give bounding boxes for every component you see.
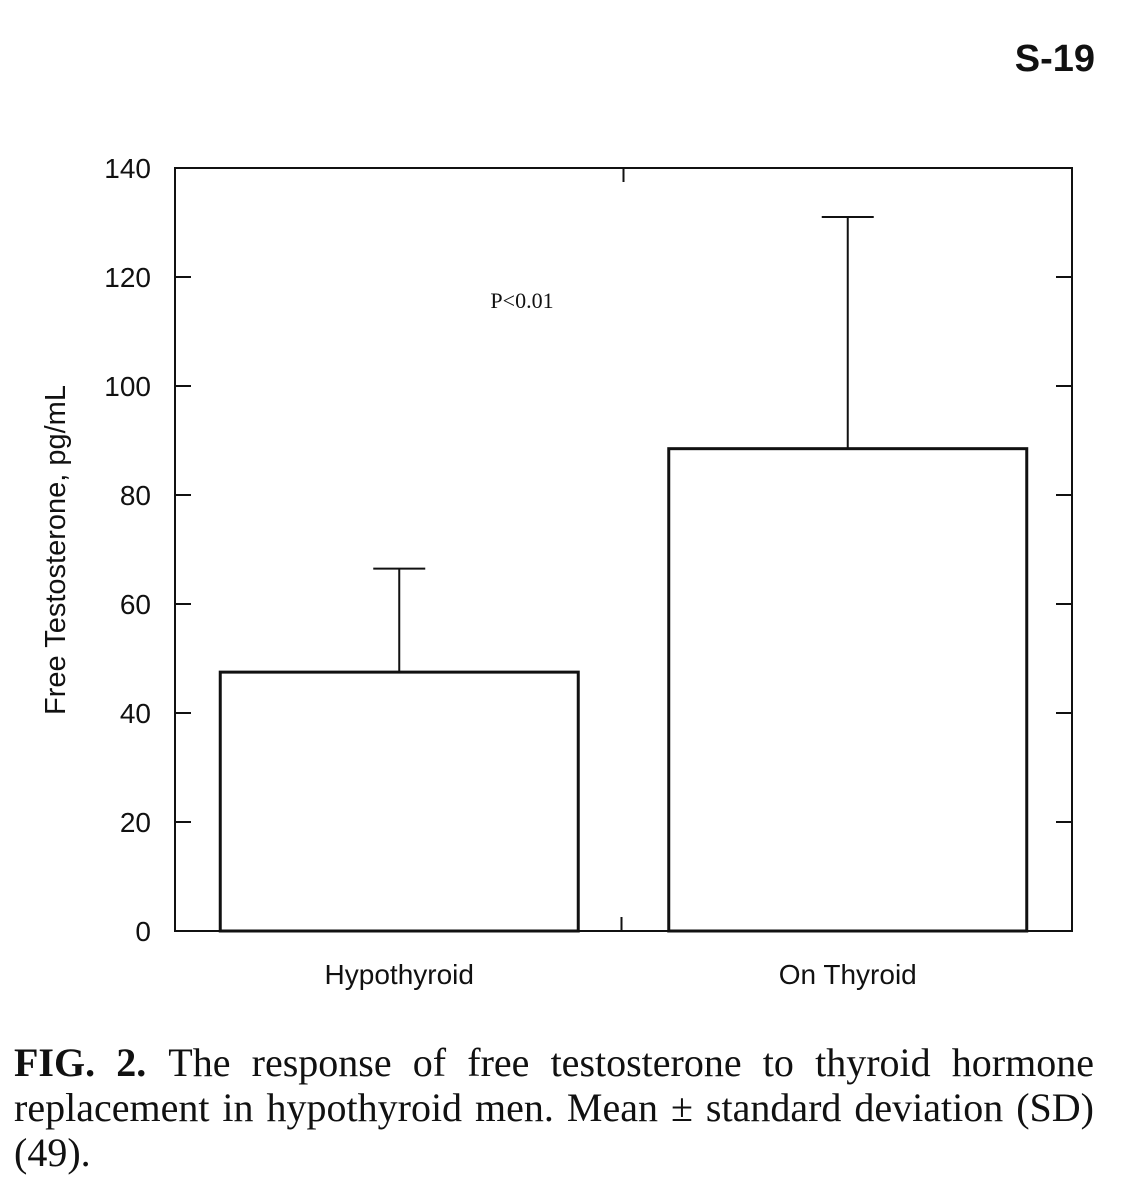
bar-chart: 0 20 40 60 80 100 120 140 Hypothyroid On Thyroid… (40, 153, 1073, 990)
y-tick-label-0: 0 (135, 916, 151, 947)
bar-on-thyroid (667, 447, 1029, 933)
y-tick-label-60: 60 (120, 589, 151, 620)
x-axis-labels: Hypothyroid On Thyroid (325, 959, 917, 990)
y-tick-label-20: 20 (120, 807, 151, 838)
y-tick-label-40: 40 (120, 698, 151, 729)
caption-text: The response of free testosterone to thy… (14, 1040, 1094, 1175)
bars (218, 447, 1029, 933)
figure-caption: FIG. 2. The response of free testosterone… (14, 1040, 1094, 1175)
x-label-hypothyroid: Hypothyroid (325, 959, 474, 990)
y-tick-label-120: 120 (104, 262, 151, 293)
figure-label: FIG. 2. (14, 1040, 147, 1085)
y-axis-label: Free Testosterone, pg/mL (40, 385, 72, 715)
y-tick-label-140: 140 (104, 153, 151, 184)
page-label: S-19 (1014, 38, 1095, 80)
error-bars (373, 216, 874, 673)
bar-hypothyroid (218, 670, 580, 933)
y-axis-ticks: 0 20 40 60 80 100 120 140 (104, 153, 1072, 947)
y-tick-label-100: 100 (104, 371, 151, 402)
p-value-annotation: P<0.01 (490, 288, 553, 313)
x-label-on-thyroid: On Thyroid (779, 959, 917, 990)
y-tick-label-80: 80 (120, 480, 151, 511)
plot-frame (174, 167, 1073, 932)
